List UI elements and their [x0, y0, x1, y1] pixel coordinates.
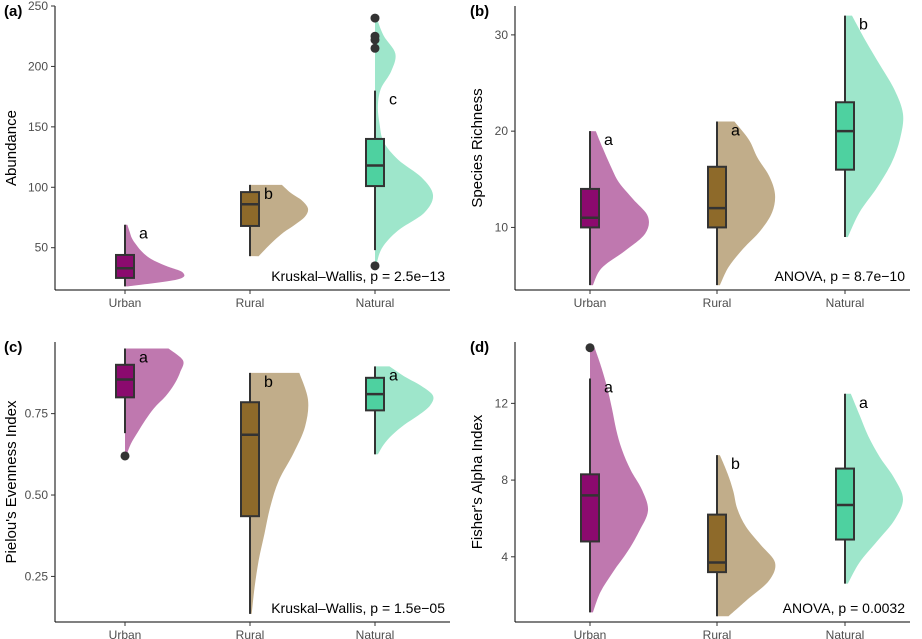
group-natural: b — [835, 15, 904, 238]
panel-b: 10 20 30 Urban Rural Natural Species Richness (… — [469, 3, 910, 310]
y-tick-label: 150 — [28, 120, 48, 134]
significance-letter: b — [859, 17, 868, 34]
significance-letter: a — [139, 226, 148, 243]
x-tick-label: Urban — [109, 628, 142, 639]
group-urban: a — [580, 131, 649, 286]
outlier-point — [370, 31, 380, 41]
iqr-box — [115, 363, 135, 399]
x-tick-label: Rural — [236, 296, 265, 310]
iqr-box — [365, 137, 385, 188]
x-tick-label: Natural — [356, 628, 395, 639]
significance-letter: a — [604, 132, 613, 149]
y-tick-label: 8 — [501, 473, 508, 487]
iqr-box — [707, 513, 727, 574]
outlier-point — [370, 43, 380, 53]
stat-test-annotation: ANOVA, p = 0.0032 — [783, 600, 906, 616]
iqr-box — [240, 191, 260, 227]
panel-label: (b) — [470, 3, 489, 20]
significance-letter: c — [389, 92, 397, 109]
group-urban: a — [115, 348, 184, 461]
outlier-point — [370, 261, 380, 271]
significance-letter: a — [389, 367, 398, 384]
y-tick-label: 0.75 — [25, 407, 49, 421]
density-cloud — [250, 184, 309, 257]
stat-test-annotation: ANOVA, p = 8.7e−10 — [775, 268, 906, 284]
significance-letter: a — [604, 379, 613, 396]
density-cloud — [375, 366, 434, 455]
y-axis-title: Fisher's Alpha Index — [469, 414, 486, 549]
group-rural: b — [707, 455, 776, 617]
group-urban: a — [580, 343, 649, 613]
density-cloud — [717, 121, 776, 286]
group-natural: a — [365, 366, 434, 455]
significance-letter: a — [139, 350, 148, 367]
density-cloud — [125, 348, 184, 456]
significance-letter: b — [264, 186, 273, 203]
outlier-point — [370, 13, 380, 23]
outlier-point — [585, 343, 595, 353]
density-cloud — [845, 393, 903, 584]
y-tick-label: 250 — [28, 0, 48, 13]
x-tick-label: Rural — [236, 628, 265, 639]
group-natural: c — [365, 13, 434, 271]
y-axis-title: Species Richness — [469, 88, 486, 207]
y-tick-label: 100 — [28, 180, 48, 194]
group-rural: a — [707, 121, 776, 286]
stat-test-annotation: Kruskal–Wallis, p = 2.5e−13 — [271, 268, 445, 284]
x-tick-label: Rural — [703, 628, 732, 639]
density-cloud — [375, 18, 434, 266]
y-tick-label: 0.50 — [25, 488, 49, 502]
panel-a: 50 100 150 200 250 Urban Rural Natural Abundance… — [3, 0, 450, 310]
y-tick-label: 0.25 — [25, 569, 49, 583]
y-tick-label: 12 — [495, 396, 509, 410]
significance-letter: a — [731, 123, 740, 140]
y-tick-label: 4 — [501, 550, 508, 564]
y-axis-title: Pielou's Evenness Index — [3, 400, 20, 563]
density-cloud — [590, 131, 649, 286]
iqr-box — [707, 165, 727, 229]
group-rural: b — [240, 372, 309, 614]
iqr-box — [580, 473, 600, 543]
panel-d: 4 8 12 Urban Rural Natural Fisher's Alpha Inde… — [469, 339, 910, 639]
outlier-point — [120, 451, 130, 461]
group-rural: b — [240, 184, 309, 257]
x-tick-label: Urban — [574, 296, 607, 310]
x-tick-label: Natural — [826, 628, 865, 639]
y-tick-label: 20 — [495, 124, 509, 138]
density-cloud — [250, 372, 309, 614]
y-axis-title: Abundance — [3, 110, 20, 186]
group-urban: a — [115, 224, 185, 287]
x-tick-label: Urban — [109, 296, 142, 310]
stat-test-annotation: Kruskal–Wallis, p = 1.5e−05 — [271, 600, 445, 616]
x-tick-label: Rural — [703, 296, 732, 310]
panel-c: 0.25 0.50 0.75 Urban Rural Natural Pielou's Ev… — [3, 339, 450, 639]
y-tick-label: 10 — [495, 220, 509, 234]
significance-letter: a — [859, 395, 868, 412]
group-natural: a — [835, 393, 903, 584]
density-cloud — [717, 455, 776, 617]
y-tick-label: 30 — [495, 28, 509, 42]
panel-label: (d) — [470, 339, 489, 356]
panel-label: (c) — [4, 339, 22, 356]
panel-label: (a) — [4, 3, 22, 20]
x-tick-label: Natural — [826, 296, 865, 310]
iqr-box — [580, 187, 600, 229]
significance-letter: b — [264, 374, 273, 391]
x-tick-label: Urban — [574, 628, 607, 639]
iqr-box — [115, 253, 135, 279]
y-tick-label: 200 — [28, 59, 48, 73]
density-cloud — [125, 224, 185, 287]
significance-letter: b — [731, 456, 740, 473]
density-cloud — [845, 15, 904, 238]
y-tick-label: 50 — [35, 241, 49, 255]
density-cloud — [590, 347, 649, 613]
iqr-box — [835, 101, 855, 171]
x-tick-label: Natural — [356, 296, 395, 310]
iqr-box — [240, 401, 260, 518]
